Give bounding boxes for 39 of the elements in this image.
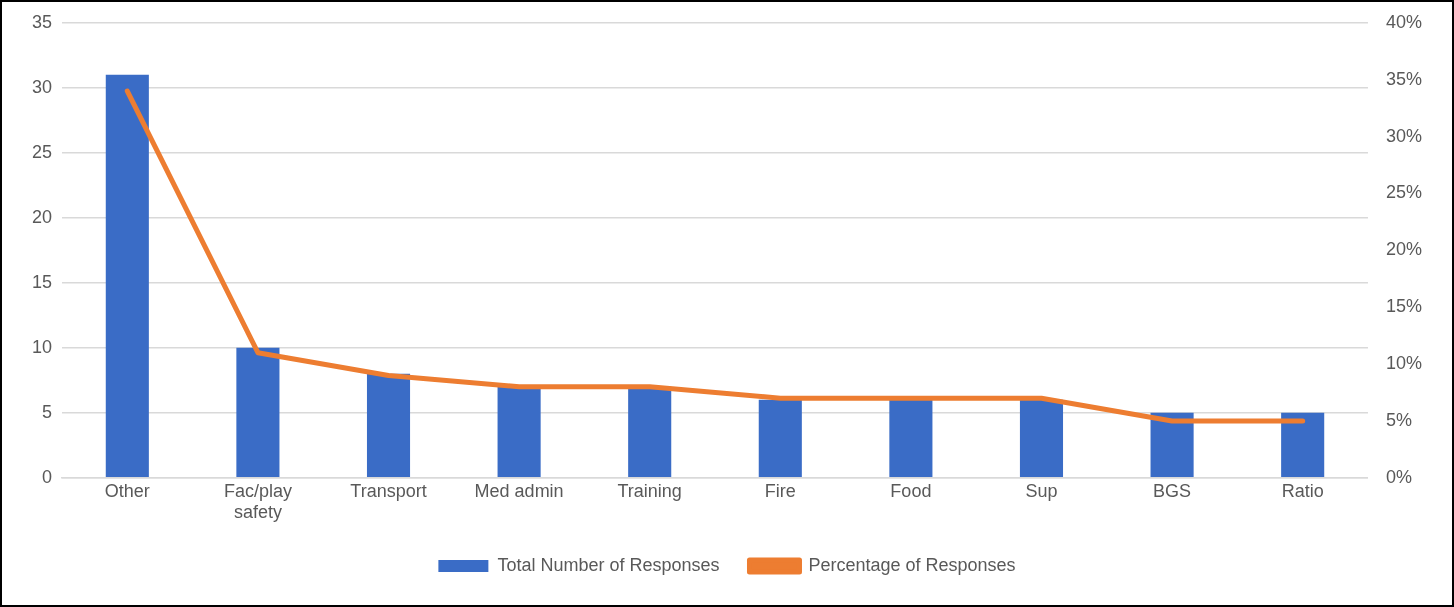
y2-tick-label: 5%	[1385, 409, 1412, 430]
x-tick-label: Med admin	[474, 480, 564, 501]
y-tick-label: 35	[31, 11, 53, 32]
legend-label: Percentage of Responses	[808, 554, 1016, 575]
x-tick-label: Ratio	[1281, 480, 1324, 501]
bar	[889, 399, 933, 478]
y2-tick-label: 35%	[1385, 68, 1422, 89]
y2-tick-label: 20%	[1385, 239, 1422, 260]
bar	[1281, 412, 1325, 478]
bar	[1150, 412, 1194, 478]
y-tick-label: 5	[42, 401, 53, 422]
bar	[236, 347, 280, 478]
y-tick-label: 0	[42, 466, 53, 487]
x-tick-label: Fac/play safety	[223, 480, 292, 523]
y2-tick-label: 15%	[1385, 296, 1422, 317]
legend-label: Total Number of Responses	[497, 554, 720, 575]
x-tick-label: Training	[617, 480, 682, 501]
y-tick-label: 15	[31, 271, 53, 292]
x-tick-label: Other	[104, 480, 150, 501]
y-tick-label: 10	[31, 336, 53, 357]
y2-tick-label: 25%	[1385, 182, 1422, 203]
x-tick-label: Fire	[764, 480, 796, 501]
x-tick-label: Sup	[1025, 480, 1058, 501]
y2-tick-label: 10%	[1385, 353, 1422, 374]
y-tick-label: 25	[31, 141, 53, 162]
x-tick-label: Transport	[350, 480, 427, 501]
y2-tick-label: 30%	[1385, 125, 1422, 146]
y2-tick-label: 40%	[1385, 11, 1422, 32]
x-tick-label: Food	[890, 480, 932, 501]
x-tick-label: BGS	[1153, 480, 1192, 501]
bar	[105, 74, 149, 478]
y-tick-label: 30	[31, 76, 53, 97]
bar	[1019, 399, 1064, 478]
bar	[628, 386, 672, 478]
y-tick-label: 20	[31, 206, 53, 227]
bar	[758, 399, 802, 478]
bar	[366, 373, 411, 478]
bar	[497, 386, 541, 478]
y2-tick-label: 0%	[1385, 466, 1412, 487]
